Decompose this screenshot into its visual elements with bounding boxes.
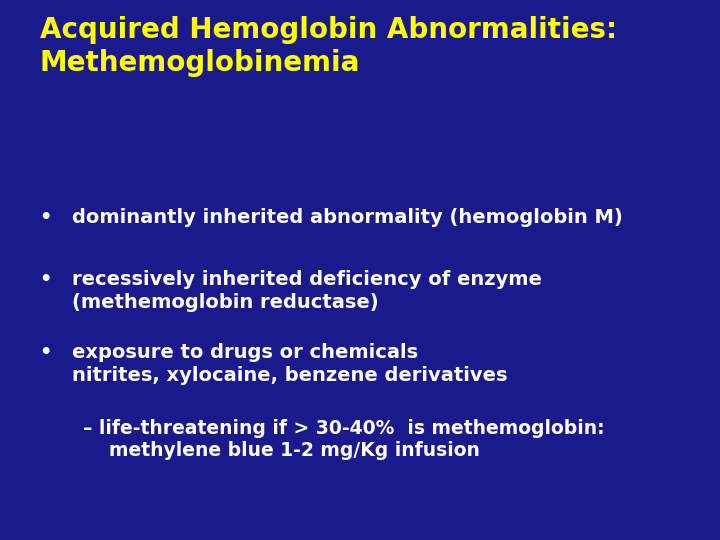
Text: recessively inherited deficiency of enzyme
(methemoglobin reductase): recessively inherited deficiency of enzy… bbox=[72, 270, 542, 312]
Text: dominantly inherited abnormality (hemoglobin M): dominantly inherited abnormality (hemogl… bbox=[72, 208, 623, 227]
Text: exposure to drugs or chemicals
nitrites, xylocaine, benzene derivatives: exposure to drugs or chemicals nitrites,… bbox=[72, 343, 508, 384]
Text: •: • bbox=[40, 270, 52, 289]
Text: – life-threatening if > 30-40%  is methemoglobin:
    methylene blue 1-2 mg/Kg i: – life-threatening if > 30-40% is methem… bbox=[83, 418, 604, 460]
Text: Acquired Hemoglobin Abnormalities:
Methemoglobinemia: Acquired Hemoglobin Abnormalities: Methe… bbox=[40, 16, 617, 77]
Text: •: • bbox=[40, 208, 52, 227]
Text: •: • bbox=[40, 343, 52, 362]
